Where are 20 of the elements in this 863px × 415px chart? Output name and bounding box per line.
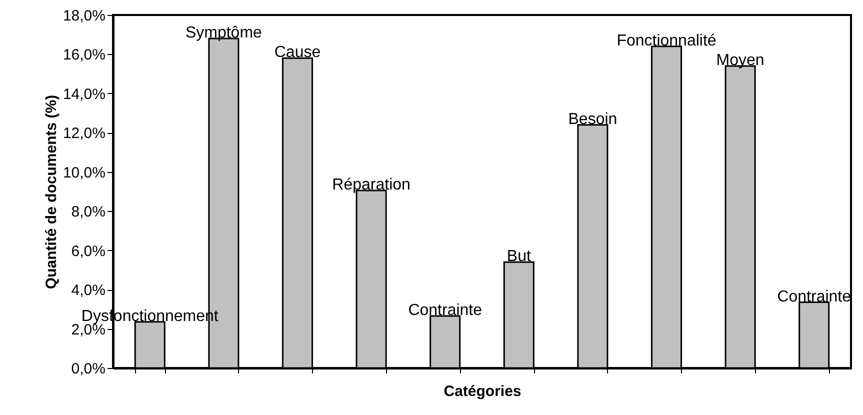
x-axis-title: Catégories: [444, 383, 522, 400]
x-tick-label: Cause: [274, 44, 321, 62]
x-tick-label: Moyen: [716, 52, 764, 69]
x-tick-label: Fonctionnalité: [616, 32, 716, 50]
x-tick-label: Réparation: [332, 176, 410, 194]
y-tick-label: 14,0%: [62, 86, 106, 103]
y-tick-label: 6,0%: [71, 242, 106, 260]
y-tick-label: 0,0%: [71, 360, 106, 378]
x-tick-label: Contrainte: [777, 288, 852, 306]
y-tick-label: 10,0%: [62, 164, 106, 182]
y-tick-label: 12,0%: [62, 125, 106, 142]
x-tick-label: Symptôme: [185, 24, 262, 42]
y-axis-title: Quantité de documents (%): [42, 94, 60, 290]
y-tick-label: 16,0%: [62, 46, 106, 64]
y-tick-label: 18,0%: [62, 8, 106, 24]
x-tick-label: Contrainte: [408, 302, 482, 320]
y-tick-label: 4,0%: [71, 282, 106, 300]
x-tick-label: Besoin: [568, 110, 618, 128]
x-tick-label: But: [506, 248, 532, 266]
y-tick-label: 8,0%: [71, 204, 106, 221]
